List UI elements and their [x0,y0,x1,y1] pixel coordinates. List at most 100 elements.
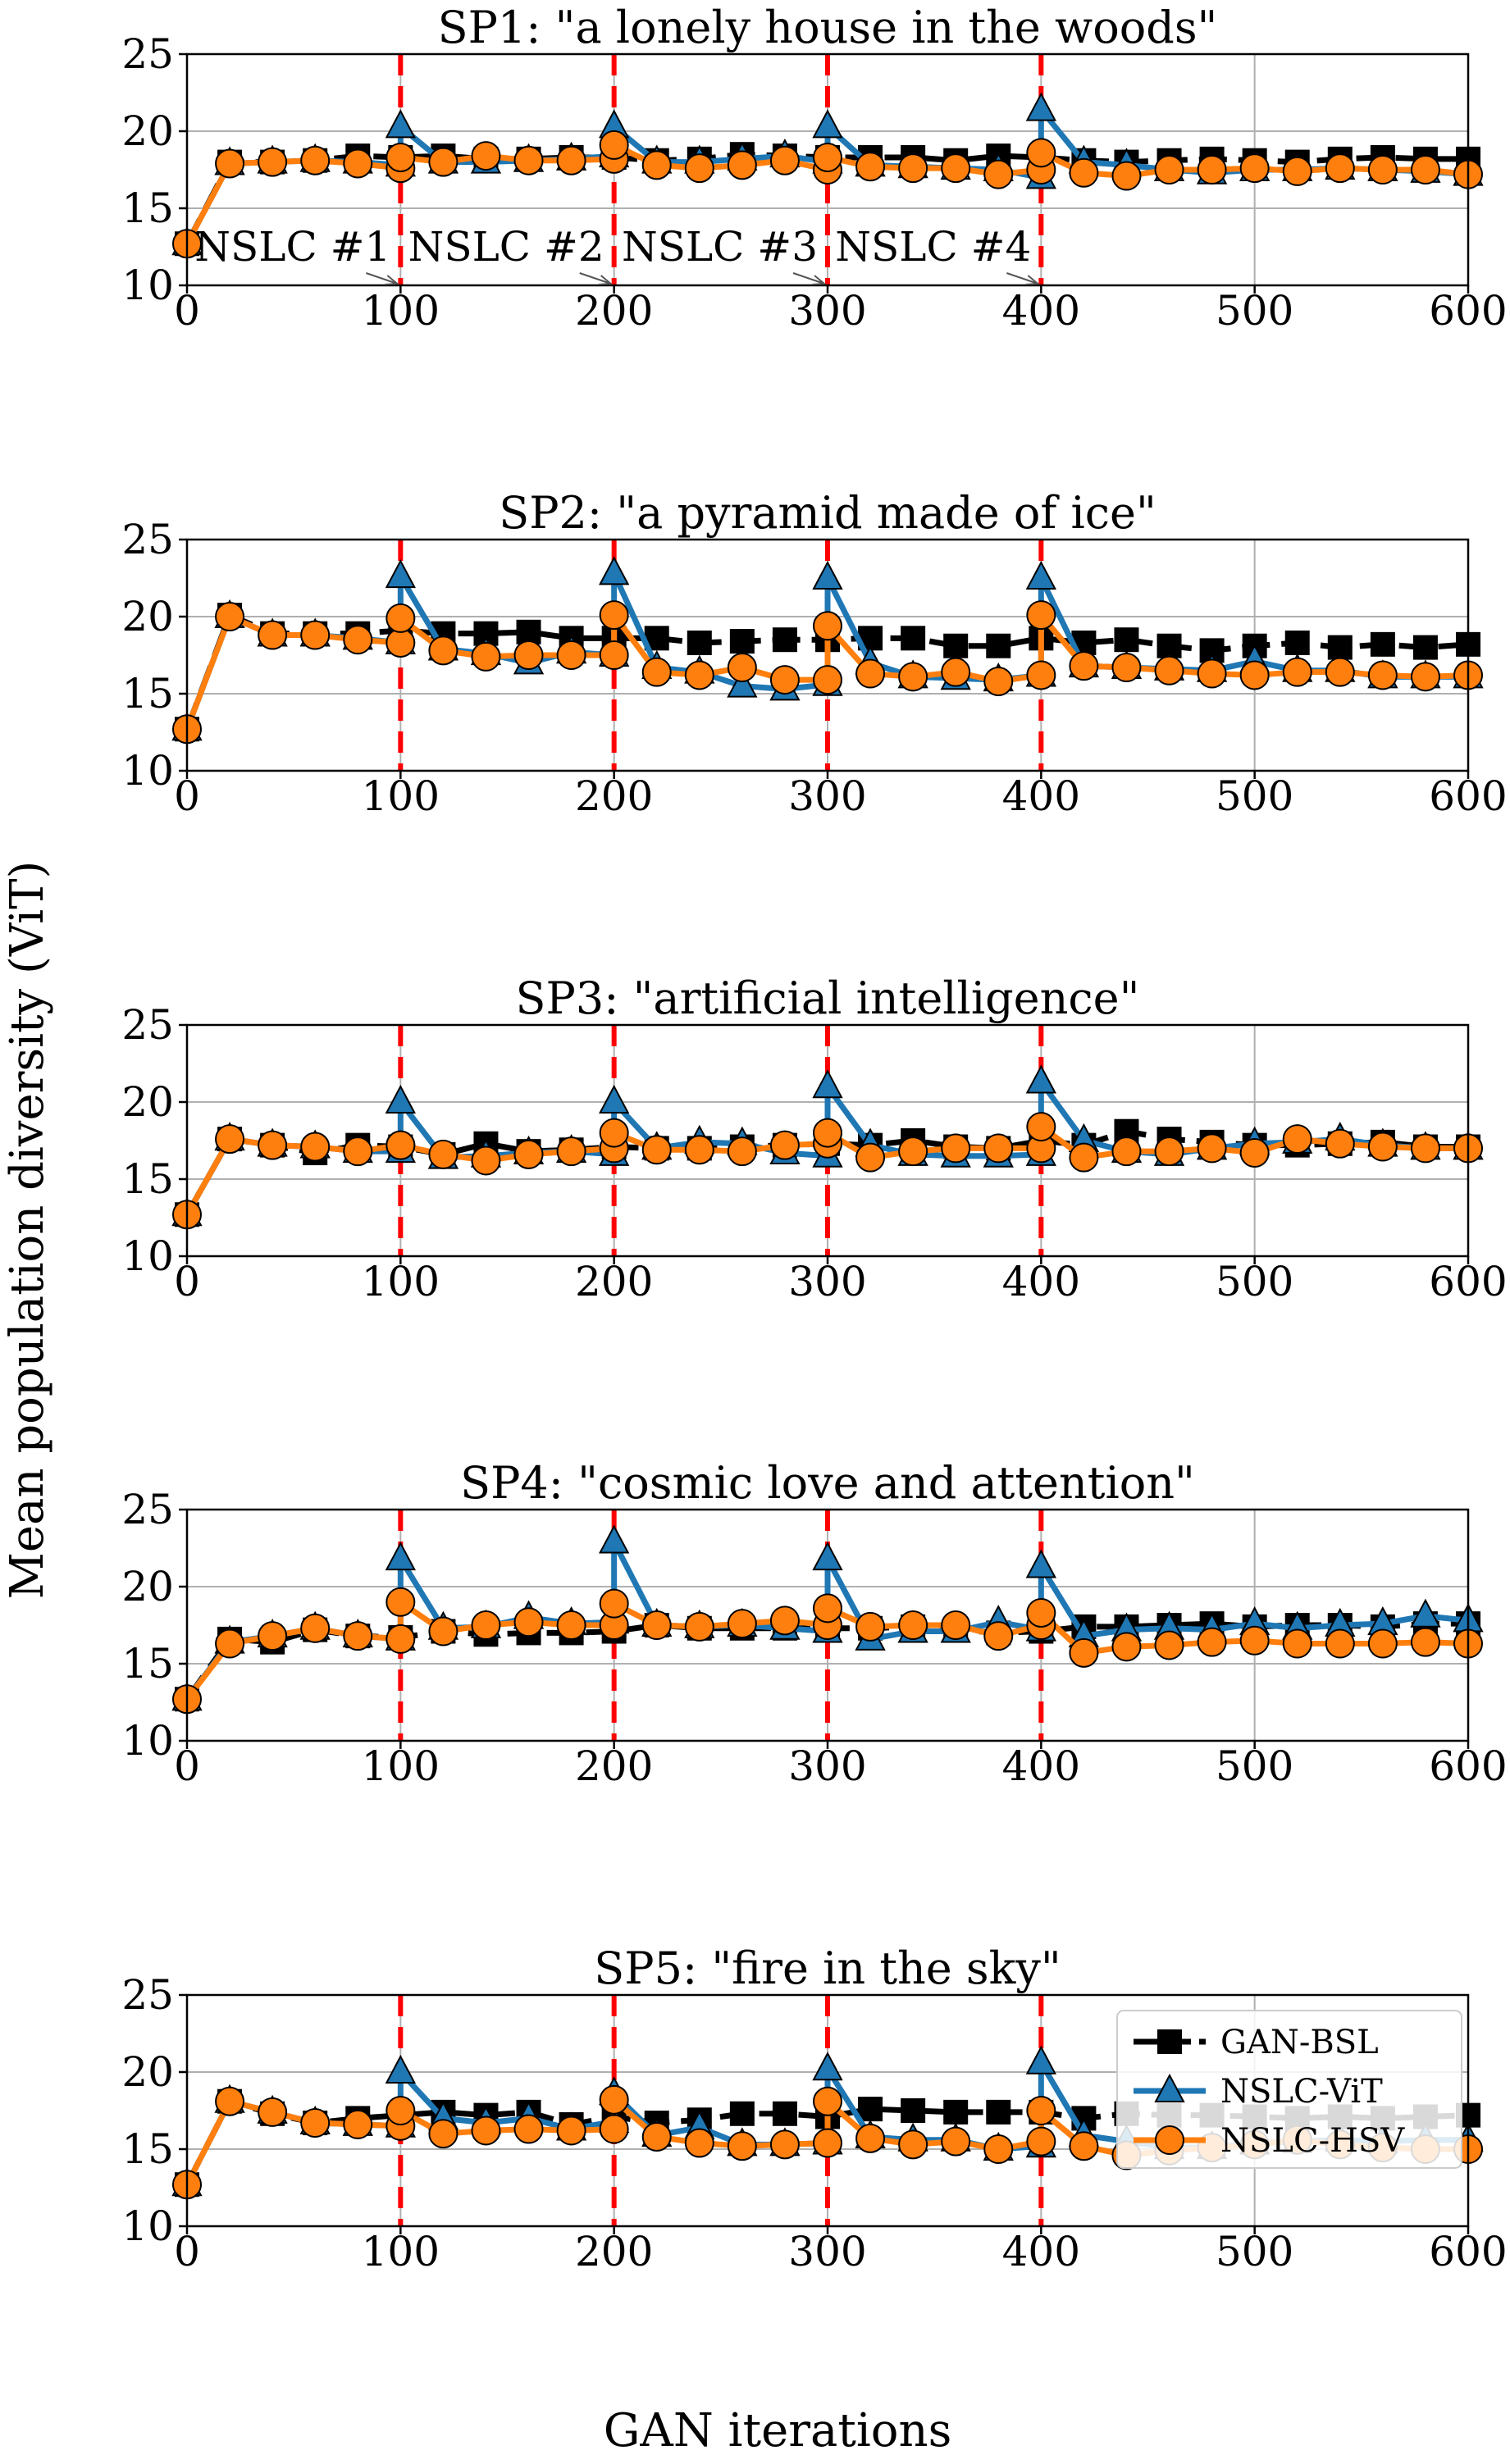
legend-label: NSLC-HSV [1220,2122,1405,2160]
data-point [813,2086,842,2116]
data-point [556,640,586,670]
data-point [556,145,586,175]
x-tick-label: 500 [1216,1258,1293,1305]
data-point [343,2109,373,2139]
data-point [258,1130,288,1160]
data-point [729,629,755,654]
data-point [1412,635,1438,660]
legend-entry-nslc-vit: NSLC-ViT [1134,2073,1383,2111]
x-tick-label: 400 [1002,2228,1080,2275]
data-point [1025,2045,1056,2075]
data-point [1370,631,1395,657]
x-tick-label: 400 [1002,1258,1080,1305]
data-point [1325,153,1355,184]
x-axis-label: GAN iterations [604,2404,952,2457]
data-point [684,660,714,690]
data-point [813,665,842,695]
data-point [1410,155,1440,184]
x-tick-label: 300 [788,2228,866,2275]
data-point [855,658,886,689]
series-nslc-hsv [172,130,1483,259]
data-point [684,153,714,184]
data-point [1114,627,1139,653]
panel-title: SP5: "fire in the sky" [594,1943,1061,1994]
y-tick-label: 25 [121,1001,174,1049]
nslc-annotation: NSLC #3 [622,223,818,271]
legend-box [1116,2010,1462,2169]
data-point [813,2128,842,2158]
data-point [641,1135,672,1165]
legend-label: NSLC-ViT [1220,2073,1383,2111]
data-point [1069,651,1099,681]
data-point [1197,1133,1227,1164]
data-point [513,2114,544,2144]
x-tick-label: 200 [575,772,653,820]
data-point [471,141,501,171]
data-point [941,657,971,687]
data-point [898,153,928,184]
data-point [385,2096,416,2125]
data-point [1111,161,1142,191]
data-point [258,1621,288,1651]
data-point [385,603,416,633]
panel-title: SP3: "artificial intelligence" [516,972,1140,1024]
data-point [258,147,288,177]
x-tick-label: 100 [362,287,440,335]
data-point [769,2129,800,2160]
data-point [428,147,458,177]
data-point [599,2114,629,2144]
annotation-arrow [792,272,825,285]
y-tick-label: 15 [121,670,174,717]
data-point [813,1118,842,1148]
data-point [1025,1064,1056,1094]
data-point [215,1628,245,1659]
data-point [513,1139,544,1169]
data-point [1325,1628,1355,1659]
data-point [1197,658,1227,689]
legend: GAN-BSL NSLC-ViT NSLC-HSV [1116,2010,1462,2169]
data-point [385,627,416,658]
x-tick-label: 200 [575,1258,653,1305]
x-tick-label: 600 [1429,2228,1507,2275]
y-tick-label: 10 [121,747,174,795]
data-point [1367,660,1398,690]
data-point [300,620,331,650]
data-point [901,2098,926,2123]
data-point [1026,2126,1056,2157]
x-tick-label: 300 [788,1742,866,1790]
annotation-arrow [366,272,398,285]
data-point [727,1609,757,1639]
data-point [556,1610,586,1640]
data-point [385,2054,416,2084]
data-point [727,1136,757,1167]
legend-marker [1155,2125,1184,2155]
annotation-arrowhead [598,275,614,285]
y-axis-label: Mean population diversity (ViT) [1,861,54,1600]
data-point [215,602,245,631]
x-tick-label: 600 [1429,1742,1507,1790]
data-point [986,2099,1011,2125]
data-point [727,653,757,683]
data-point [1026,138,1056,168]
data-point [986,633,1011,658]
legend-entry-nslc-hsv: NSLC-HSV [1134,2122,1405,2160]
data-point [385,1084,416,1114]
x-tick-label: 400 [1002,1742,1080,1790]
data-point [300,1132,331,1162]
data-point [1026,1597,1056,1628]
data-point [727,668,758,698]
data-point [1282,1124,1312,1155]
y-tick-label: 10 [121,2202,174,2250]
data-point [983,1621,1014,1651]
series-nslc-hsv [172,1112,1483,1230]
x-tick-label: 500 [1216,1742,1293,1790]
data-point [513,145,544,175]
x-tick-label: 0 [174,1258,200,1305]
data-point [983,666,1014,696]
data-point [1282,657,1312,687]
data-point [599,1588,629,1619]
panel-2: 0 100 200 300 400 500 600 10 15 20 25 SP2: "a pyram… [121,487,1507,820]
data-point [300,2108,331,2138]
annotation-arrow [579,272,611,285]
x-tick-label: 300 [788,1258,866,1305]
